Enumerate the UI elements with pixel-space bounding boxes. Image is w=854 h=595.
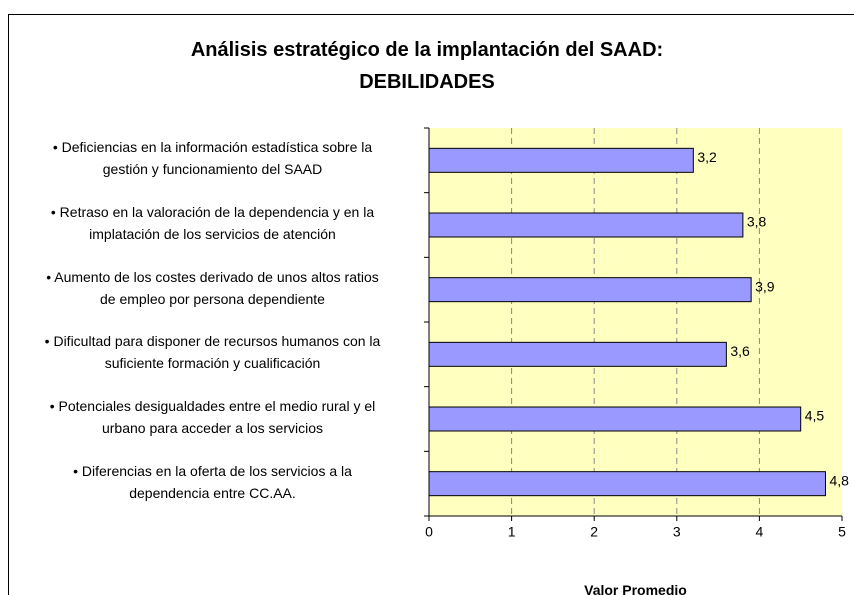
bar (428, 147, 694, 173)
chart-border (8, 14, 854, 595)
x-tick-label: 4 (756, 524, 764, 540)
y-tick-label: • Aumento de los costes derivado de unos… (46, 268, 379, 307)
bar (428, 341, 727, 367)
y-tick-label: • Deficiencias en la información estadís… (52, 139, 373, 178)
value-label: 4,8 (829, 472, 849, 488)
value-label: 3,2 (697, 149, 717, 165)
bar (428, 277, 752, 303)
x-axis-label: Valor Promedio (584, 582, 687, 595)
x-tick-label: 1 (508, 524, 516, 540)
value-label: 4,5 (805, 408, 825, 424)
value-label: 3,6 (730, 343, 750, 359)
value-label: 3,9 (755, 278, 775, 294)
y-tick-label: • Retraso en la valoración de la depende… (50, 204, 375, 242)
chart-title: Análisis estratégico de la implantación … (190, 39, 664, 93)
bar (428, 471, 826, 497)
x-tick-label: 5 (838, 524, 846, 540)
bar (428, 212, 744, 238)
y-tick-label: • Potenciales desigualdades entre el med… (49, 398, 376, 436)
x-tick-label: 0 (425, 524, 433, 540)
bar (428, 406, 802, 432)
plot-area (429, 128, 842, 516)
x-tick-label: 3 (673, 524, 681, 540)
value-label: 3,8 (747, 214, 767, 230)
y-tick-label: • Dificultad para disponer de recursos h… (44, 333, 381, 372)
y-tick-label: • Diferencias en la oferta de los servic… (73, 462, 352, 501)
x-tick-label: 2 (590, 524, 598, 540)
